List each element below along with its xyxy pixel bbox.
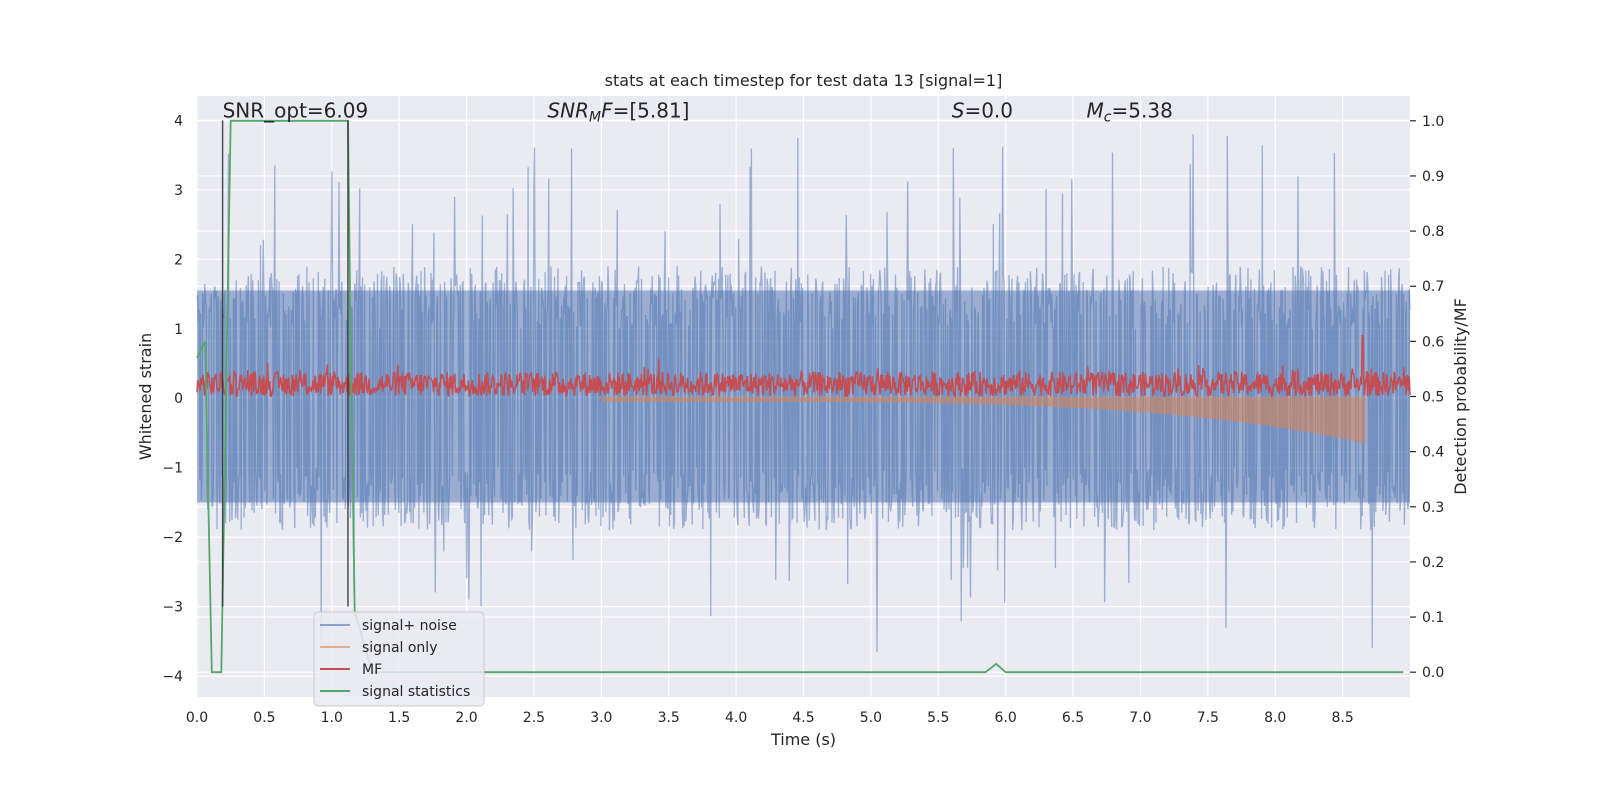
x-tick-label: 6.0 <box>995 710 1017 726</box>
right-y-tick-label: 1.0 <box>1422 114 1444 130</box>
y-tick-label: 0 <box>174 391 183 407</box>
x-tick-label: 7.5 <box>1197 710 1219 726</box>
right-y-tick-label: 0.8 <box>1422 224 1444 240</box>
x-tick-label: 6.5 <box>1062 710 1084 726</box>
annotation: Mc=5.38 <box>1087 98 1173 125</box>
y-tick-label: −4 <box>162 669 183 685</box>
y-axis-ticks: −4 −3 −2 −1 0 1 2 3 4 <box>162 113 183 685</box>
annotation: SNRMF=[5.81] <box>547 98 689 125</box>
right-y-tick-label: 0.9 <box>1422 169 1444 185</box>
legend-entry: MF <box>362 662 382 678</box>
right-y-axis-label: Detection probability/MF <box>1451 298 1470 495</box>
x-tick-label: 2.5 <box>523 710 545 726</box>
series-layer <box>196 119 1411 674</box>
x-tick-label: 5.0 <box>860 710 882 726</box>
chart-title: stats at each timestep for test data 13 … <box>605 71 1003 90</box>
series-signal-noise-band <box>197 290 1410 503</box>
right-y-tick-label: 0.3 <box>1422 500 1444 516</box>
right-y-tick-label: 0.7 <box>1422 279 1444 295</box>
y-tick-label: 2 <box>174 252 183 268</box>
x-tick-label: 2.0 <box>455 710 477 726</box>
right-y-tick-label: 0.6 <box>1422 334 1444 350</box>
x-tick-label: 3.5 <box>658 710 680 726</box>
series-signal-statistics <box>196 119 1404 674</box>
annotation: S=0.0 <box>952 98 1013 122</box>
right-y-tick-label: 0.2 <box>1422 555 1444 571</box>
x-tick-label: 4.0 <box>725 710 747 726</box>
x-tick-label: 8.5 <box>1331 710 1353 726</box>
legend: signal+ noise signal only MF signal statist… <box>313 611 485 707</box>
vertical-markers <box>221 120 349 607</box>
x-tick-label: 0.0 <box>186 710 208 726</box>
series-signal-only <box>601 396 1366 444</box>
y-tick-label: 4 <box>174 113 183 129</box>
x-axis-label: Time (s) <box>770 730 836 749</box>
legend-box <box>313 611 485 707</box>
y-tick-label: −2 <box>162 530 183 546</box>
annotations: SNR_opt=6.09 SNRMF=[5.81] S=0.0 Mc=5.38 <box>223 98 1173 125</box>
right-y-tick-label: 0.5 <box>1422 390 1444 406</box>
x-tick-label: 1.5 <box>388 710 410 726</box>
x-tick-label: 8.0 <box>1264 710 1286 726</box>
annotation: SNR_opt=6.09 <box>223 98 369 122</box>
y-axis-label: Whitened strain <box>136 333 155 460</box>
legend-entry: signal statistics <box>362 684 470 700</box>
x-tick-label: 5.5 <box>927 710 949 726</box>
x-tick-label: 7.0 <box>1129 710 1151 726</box>
right-y-tick-label: 0.1 <box>1422 610 1444 626</box>
y-tick-label: −1 <box>162 461 183 477</box>
x-tick-label: 1.0 <box>321 710 343 726</box>
legend-entry: signal+ noise <box>362 618 457 634</box>
y-tick-label: 3 <box>174 183 183 199</box>
x-tick-label: 4.5 <box>792 710 814 726</box>
right-y-tick-label: 0.4 <box>1422 445 1444 461</box>
series-mf <box>196 335 1411 399</box>
y-tick-label: −3 <box>162 600 183 616</box>
x-tick-label: 3.0 <box>590 710 612 726</box>
x-axis-ticks: 0.0 0.5 1.0 1.5 2.0 2.5 3.0 3.5 4.0 4.5 5.0 5.5 6.0 6… <box>186 710 1354 726</box>
right-y-axis-ticks: 0.0 0.1 0.2 0.3 0.4 0.5 0.6 0.7 0.8 0.9 1.0 <box>1410 114 1444 681</box>
y-tick-label: 1 <box>174 322 183 338</box>
right-y-tick-label: 0.0 <box>1422 665 1444 681</box>
x-tick-label: 0.5 <box>253 710 275 726</box>
legend-entry: signal only <box>362 640 437 656</box>
